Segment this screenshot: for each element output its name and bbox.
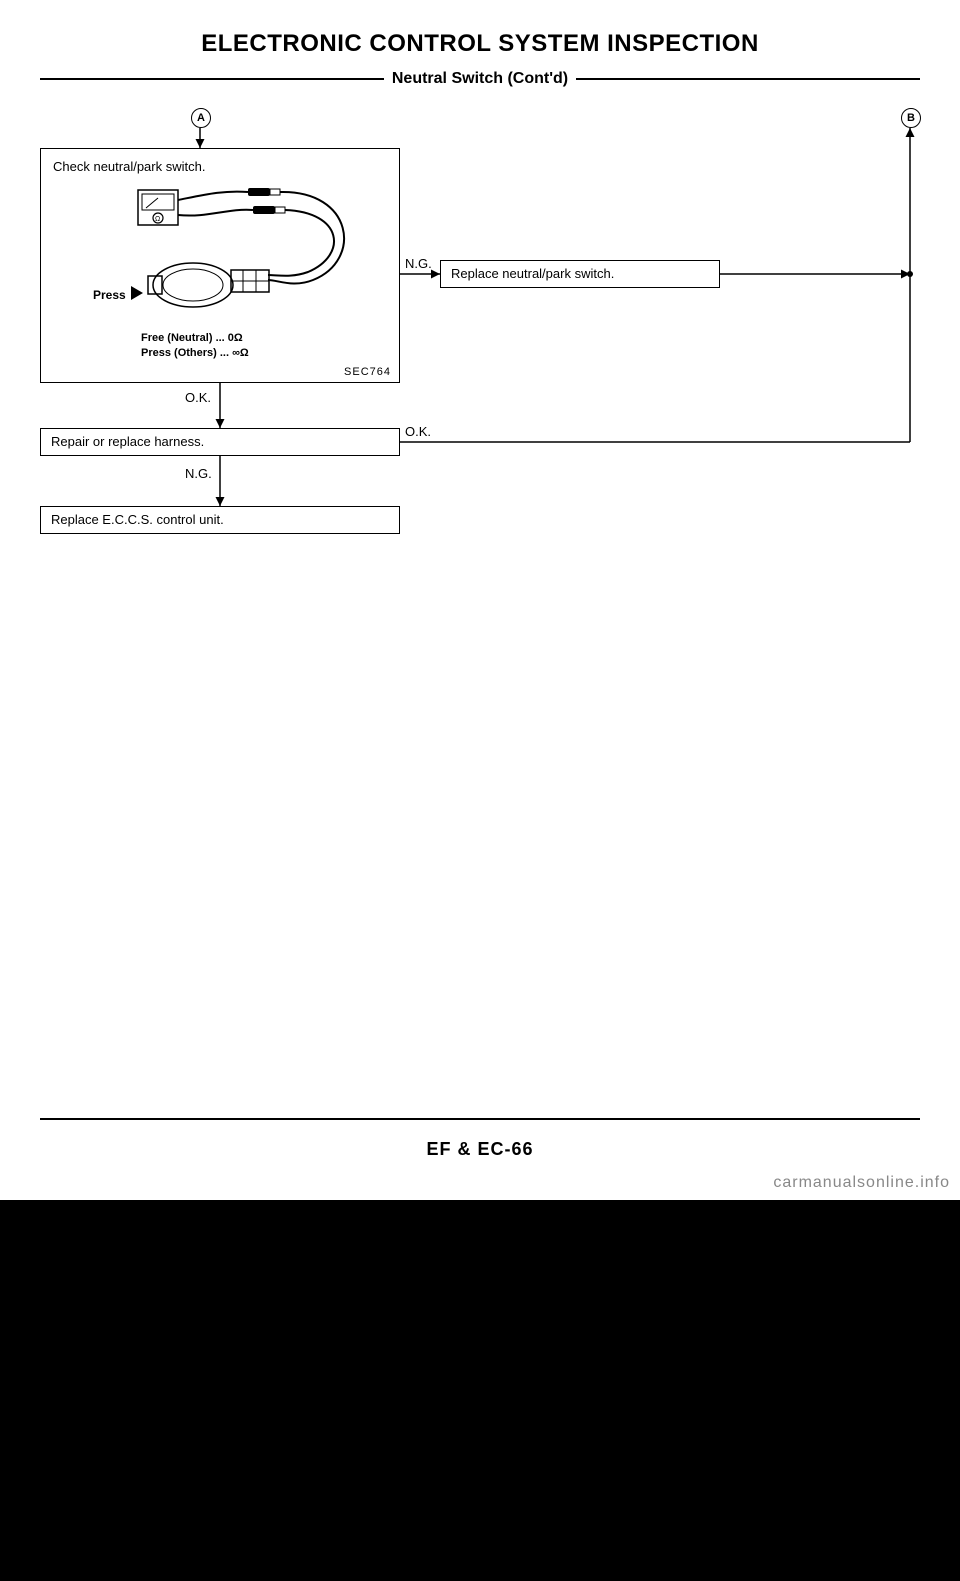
page: ELECTRONIC CONTROL SYSTEM INSPECTION Neu… [0,0,960,1200]
replace-eccs-box: Replace E.C.C.S. control unit. [40,506,400,534]
rule-left [40,78,384,80]
spec-line-2: Press (Others) ... ∞Ω [141,346,249,360]
node-a: A [191,108,211,128]
subtitle-row: Neutral Switch (Cont'd) [40,70,920,88]
press-arrow-icon [131,286,143,300]
figure-code: SEC764 [344,366,391,378]
edge-check-ng: N.G. [405,256,432,271]
bottom-rule [40,1118,920,1120]
check-switch-box: Check neutral/park switch. Ω [40,148,400,383]
edge-harness-ng: N.G. [185,466,212,481]
edge-check-ok: O.K. [185,390,211,405]
spec-line-1: Free (Neutral) ... 0Ω [141,331,249,345]
page-number: EF & EC-66 [0,1139,960,1160]
node-b: B [901,108,921,128]
switch-illustration: Ω [53,180,387,340]
black-footer [0,1200,960,1581]
edge-harness-ok: O.K. [405,424,431,439]
subtitle: Neutral Switch (Cont'd) [384,70,576,88]
rule-right [576,78,920,80]
replace-switch-box: Replace neutral/park switch. [440,260,720,288]
svg-text:Ω: Ω [155,216,160,223]
flowchart: A B Check neutral/park switch. Ω [40,108,920,608]
watermark: carmanualsonline.info [773,1174,950,1192]
ohmmeter-switch-drawing: Ω [53,180,383,340]
page-title: ELECTRONIC CONTROL SYSTEM INSPECTION [40,30,920,58]
spec-text: Free (Neutral) ... 0Ω Press (Others) ...… [141,331,249,360]
repair-harness-box: Repair or replace harness. [40,428,400,456]
press-label: Press [93,288,126,302]
check-switch-title: Check neutral/park switch. [53,159,387,174]
